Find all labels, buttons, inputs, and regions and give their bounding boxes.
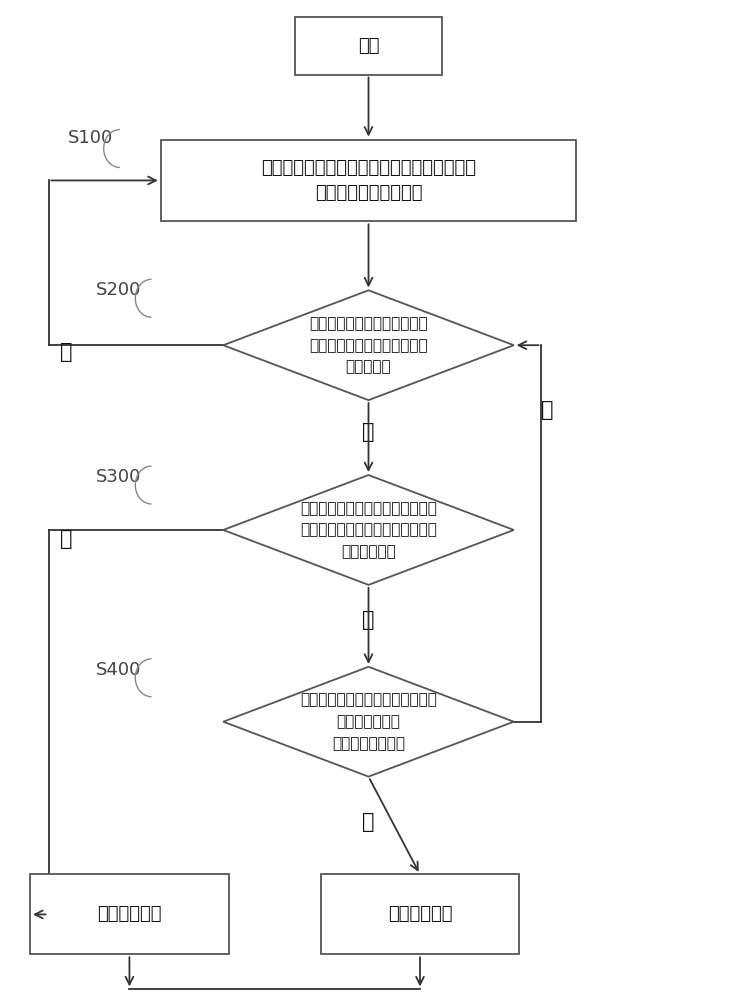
Text: 退出防冻模式: 退出防冻模式 bbox=[388, 905, 453, 923]
Text: S100: S100 bbox=[69, 129, 113, 147]
Text: 采集第一温度传感器、第二温度传感器和第三
温度传感器检测的温度: 采集第一温度传感器、第二温度传感器和第三 温度传感器检测的温度 bbox=[261, 159, 476, 202]
Text: 进入防冻模式: 进入防冻模式 bbox=[97, 905, 161, 923]
Text: 判断第一温度传感器、第二温
度传感器和第三温度传感器是
否出现故障: 判断第一温度传感器、第二温 度传感器和第三温度传感器是 否出现故障 bbox=[310, 316, 427, 374]
Text: 是: 是 bbox=[60, 529, 73, 549]
FancyBboxPatch shape bbox=[30, 874, 228, 954]
Text: S300: S300 bbox=[97, 468, 142, 486]
Text: 是: 是 bbox=[60, 342, 73, 362]
Text: 否: 否 bbox=[363, 422, 374, 442]
Polygon shape bbox=[223, 667, 514, 777]
Polygon shape bbox=[223, 290, 514, 400]
Polygon shape bbox=[223, 475, 514, 585]
FancyBboxPatch shape bbox=[161, 140, 576, 221]
Text: 判断没有出现故障的温度传感器检
测的温度是否均
大于第二温度限值: 判断没有出现故障的温度传感器检 测的温度是否均 大于第二温度限值 bbox=[300, 693, 437, 751]
Text: 开始: 开始 bbox=[357, 37, 380, 55]
Text: 是: 是 bbox=[363, 812, 374, 832]
Text: S400: S400 bbox=[97, 661, 142, 679]
Text: 否: 否 bbox=[363, 610, 374, 630]
Text: S200: S200 bbox=[97, 281, 142, 299]
FancyBboxPatch shape bbox=[295, 17, 442, 75]
FancyBboxPatch shape bbox=[321, 874, 520, 954]
Text: 否: 否 bbox=[542, 400, 554, 420]
Text: 判断没有出现故障的温度传感器检
测的温度是否至少有一个温度小于
第一温度限值: 判断没有出现故障的温度传感器检 测的温度是否至少有一个温度小于 第一温度限值 bbox=[300, 501, 437, 559]
